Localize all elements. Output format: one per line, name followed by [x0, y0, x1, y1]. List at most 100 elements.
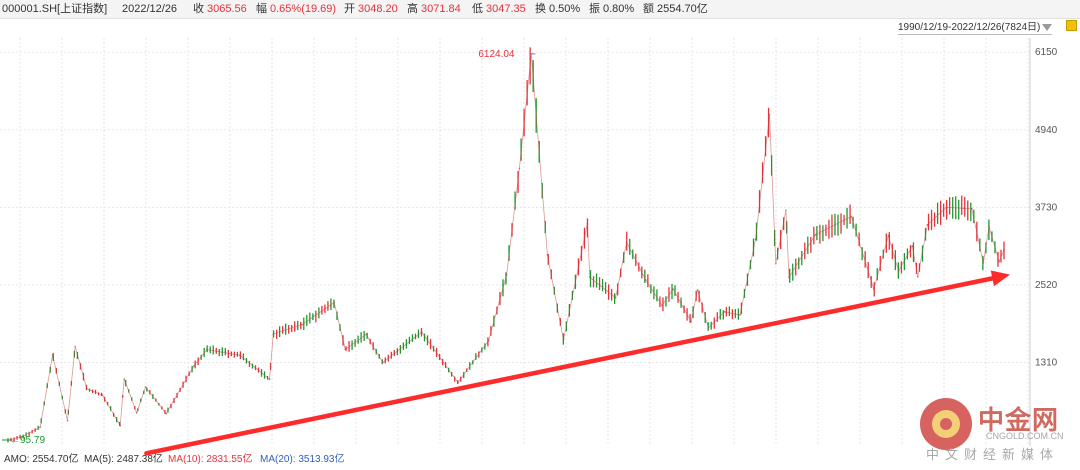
volume-indicator-bar: AMO: 2554.70亿 MA(5): 2487.38亿 MA(10): 28… — [0, 450, 1080, 470]
settings-square-icon[interactable] — [1066, 20, 1077, 31]
price-point-21 — [365, 333, 368, 336]
dropdown-arrow-icon[interactable] — [1042, 23, 1053, 31]
price-point-31 — [586, 222, 589, 225]
price-point-26 — [505, 274, 508, 276]
price-point-7 — [101, 394, 104, 397]
close-value: 3065.56 — [207, 3, 247, 15]
price-point-53 — [911, 245, 914, 247]
quote-header: 000001.SH[上证指数] 2022/12/26 收 3065.56 幅 0… — [0, 0, 1080, 19]
price-point-34 — [625, 241, 628, 244]
date-range-label: 1990/12/19-2022/12/26(7824日) — [898, 22, 1041, 33]
price-point-2 — [39, 426, 42, 429]
range-value: 0.65%(19.69) — [270, 3, 337, 15]
price-point-17 — [272, 332, 275, 335]
trend-arrow-head — [990, 270, 1010, 287]
low-value: 3047.35 — [486, 3, 526, 15]
price-point-24 — [457, 381, 459, 384]
price-point-3 — [51, 353, 54, 356]
y-tick-label-1: 2520 — [1035, 280, 1058, 291]
y-tick-label-3: 4940 — [1035, 125, 1058, 136]
price-point-62 — [1003, 248, 1005, 251]
price-point-16 — [268, 378, 271, 381]
annotation-label-0: 6124.04 — [478, 49, 515, 60]
amo-value: AMO: 2554.70亿 — [4, 454, 79, 465]
price-point-37 — [672, 288, 675, 291]
price-point-36 — [661, 304, 664, 307]
price-point-61 — [998, 260, 1001, 263]
price-point-56 — [945, 206, 948, 209]
turnover-label: 换 — [535, 3, 546, 15]
price-point-41 — [723, 310, 726, 313]
price-point-29 — [546, 253, 549, 256]
price-point-5 — [74, 345, 77, 348]
price-point-38 — [690, 320, 693, 323]
index-code: 000001.SH[上证指数] — [2, 3, 108, 15]
high-value: 3071.84 — [421, 3, 461, 15]
range-label: 幅 — [256, 3, 267, 15]
price-point-44 — [768, 113, 771, 116]
price-line — [7, 53, 1005, 441]
price-point-46 — [784, 209, 787, 212]
price-point-50 — [872, 288, 875, 291]
price-point-20 — [344, 348, 347, 351]
ma20-value: MA(20): 3513.93亿 — [260, 454, 345, 465]
price-point-14 — [206, 348, 208, 351]
price-point-49 — [850, 215, 853, 218]
price-point-27 — [518, 167, 521, 170]
price-point-40 — [707, 326, 710, 329]
price-point-19 — [333, 301, 336, 304]
price-point-30 — [562, 338, 565, 341]
price-point-55 — [926, 223, 929, 226]
price-point-52 — [897, 270, 900, 273]
amplitude-value: 0.80% — [603, 3, 635, 15]
annotation-label-1: ←95.79 — [10, 435, 45, 446]
trend-arrow-line — [144, 275, 999, 456]
price-point-39 — [696, 288, 699, 291]
logo-circle-icon — [920, 398, 972, 450]
y-tick-label-2: 3730 — [1035, 202, 1058, 213]
price-point-45 — [774, 262, 777, 265]
amount-value: 2554.70亿 — [657, 3, 708, 15]
open-value: 3048.20 — [358, 3, 398, 15]
close-label: 收 — [193, 3, 204, 15]
price-point-57 — [963, 207, 965, 210]
high-label: 高 — [407, 3, 418, 15]
price-point-8 — [119, 424, 122, 427]
price-point-43 — [754, 238, 757, 241]
price-point-13 — [193, 364, 195, 367]
price-point-1 — [21, 435, 23, 438]
amount-label: 额 — [643, 3, 654, 15]
watermark-brand: 中金网 — [978, 405, 1060, 435]
price-point-33 — [614, 296, 617, 299]
price-point-60 — [988, 226, 990, 228]
y-tick-label-0: 1310 — [1035, 357, 1058, 368]
price-point-10 — [135, 411, 138, 414]
price-point-54 — [916, 275, 919, 278]
price-point-22 — [381, 361, 384, 364]
price-point-25 — [487, 339, 490, 342]
date-range-selector[interactable]: 1990/12/19-2022/12/26(7824日) — [898, 21, 1053, 35]
price-point-32 — [588, 276, 591, 279]
y-tick-label-4: 6150 — [1035, 47, 1058, 58]
price-point-58 — [970, 207, 973, 210]
price-point-12 — [165, 412, 168, 415]
price-point-15 — [239, 354, 241, 357]
price-point-42 — [739, 314, 741, 316]
watermark-media: 中文财经新媒体 — [926, 447, 1060, 462]
price-point-23 — [420, 331, 423, 334]
ma5-value: MA(5): 2487.38亿 — [84, 454, 163, 465]
price-point-6 — [85, 387, 88, 390]
open-label: 开 — [344, 3, 355, 15]
quote-date: 2022/12/26 — [122, 3, 178, 15]
price-point-51 — [887, 234, 890, 237]
watermark-domain: CNGOLD.COM.CN — [986, 431, 1064, 441]
ma10-value: MA(10): 2831.55亿 — [168, 454, 253, 465]
price-point-35 — [644, 279, 647, 281]
low-label: 低 — [472, 3, 483, 15]
price-point-4 — [66, 419, 69, 422]
price-point-18 — [301, 323, 303, 326]
price-point-59 — [982, 261, 985, 264]
price-point-47 — [788, 276, 790, 279]
watermark-logo: 中金网 CNGOLD.COM.CN 中文财经新媒体 — [920, 398, 1080, 462]
